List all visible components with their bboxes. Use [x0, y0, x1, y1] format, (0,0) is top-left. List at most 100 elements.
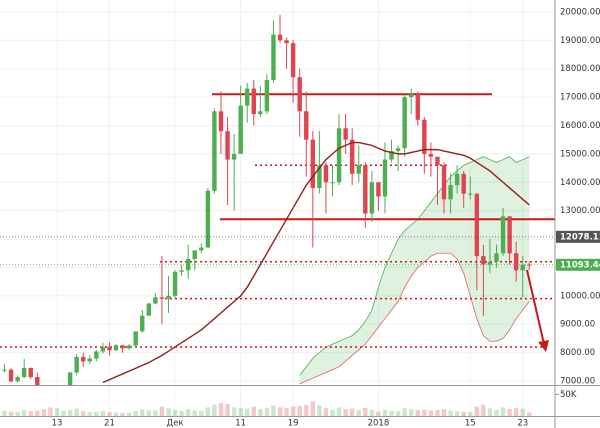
volume-bar: [297, 405, 302, 416]
candle-body: [28, 367, 33, 378]
volume-bar: [81, 411, 86, 416]
candle-body: [448, 185, 453, 200]
volume-bar: [48, 407, 53, 416]
marker-price-label: 12078.11: [560, 232, 600, 242]
candle-body: [310, 139, 316, 188]
x-tick-label: Дек: [167, 419, 184, 428]
volume-bar: [474, 406, 480, 416]
x-tick-label: 11: [235, 419, 246, 428]
volume-pane: [2, 393, 559, 416]
candle-body: [290, 43, 296, 78]
volume-bar: [500, 407, 506, 416]
volume-bar: [153, 410, 158, 416]
volume-bar: [2, 410, 7, 416]
volume-bar: [271, 405, 276, 416]
volume-bar: [159, 406, 165, 416]
cloud-area: [299, 156, 530, 384]
volume-bar: [461, 411, 466, 416]
volume-bar: [133, 410, 138, 416]
volume-bar: [428, 410, 434, 416]
candle-body: [363, 165, 368, 214]
y-tick-label: 8000.00: [560, 348, 595, 358]
volume-bar: [527, 412, 532, 416]
candle-body: [15, 377, 20, 382]
volume-bar: [140, 409, 145, 416]
candle-body: [343, 128, 348, 140]
candle-body: [349, 139, 355, 174]
volume-bar: [35, 410, 40, 416]
candle-body: [245, 88, 250, 106]
volume-bar: [231, 407, 237, 416]
candle-body: [507, 216, 512, 254]
candle-body: [409, 94, 414, 98]
candle-body: [231, 153, 237, 160]
last-price-box: [556, 258, 600, 271]
arrow: [526, 269, 549, 352]
candle-body: [428, 153, 434, 157]
volume-bar: [284, 408, 289, 416]
volume-bar: [185, 409, 191, 416]
volume-bar: [107, 412, 112, 416]
cloud-lower: [299, 252, 530, 385]
volume-bar: [100, 410, 106, 416]
volume-bar: [61, 410, 66, 416]
x-tick-label: 23: [517, 419, 528, 428]
volume-bar: [409, 409, 414, 416]
volume-bar: [205, 407, 211, 416]
volume-bar: [290, 406, 296, 416]
candle-body: [520, 264, 525, 271]
candle-body: [166, 295, 171, 299]
candle-body: [87, 358, 92, 362]
candle-body: [8, 369, 14, 382]
candle-body: [435, 156, 440, 166]
volume-bar: [120, 412, 125, 416]
candle-body: [159, 297, 165, 299]
candle-body: [441, 165, 447, 200]
candle-body: [192, 250, 197, 259]
candle-body: [317, 165, 322, 188]
x-tick-label: 2018: [368, 419, 390, 428]
candle-body: [336, 128, 342, 183]
candle-body: [382, 159, 388, 197]
candle-body: [113, 345, 119, 351]
candle-body: [81, 356, 86, 362]
candle-body: [323, 165, 329, 183]
candle-body: [395, 148, 401, 152]
candle-body: [356, 165, 361, 174]
candle-body: [297, 77, 302, 112]
candle-body: [513, 253, 519, 271]
candle-body: [376, 182, 381, 197]
candle-body: [94, 351, 99, 359]
candle-body: [21, 367, 27, 378]
volume-bar: [258, 409, 263, 416]
candle-body: [35, 377, 40, 385]
volume-bar: [343, 409, 348, 416]
candle-body: [67, 372, 73, 385]
candle-body: [461, 173, 466, 194]
candle-body: [271, 34, 276, 81]
y-tick-label: 10000.00: [560, 291, 600, 301]
volume-bar: [172, 409, 178, 416]
y-tick-label: 15000.00: [560, 149, 600, 159]
volume-bar: [310, 401, 316, 416]
candle-body: [277, 34, 283, 41]
y-tick-label: 17000.00: [560, 93, 600, 103]
y-tick-label: 20000.00: [560, 7, 600, 17]
volume-bar: [336, 407, 342, 416]
y-tick-label: 16000.00: [560, 121, 600, 131]
y-tick-label: 13000.00: [560, 206, 600, 216]
candle-body: [120, 345, 125, 349]
volume-bar: [356, 409, 361, 416]
y-tick-label: 19000.00: [560, 36, 600, 46]
candle-body: [500, 216, 506, 254]
volume-bar: [146, 409, 152, 416]
candle-body: [389, 151, 394, 160]
volume-bar: [179, 410, 184, 416]
grid: [0, 0, 555, 416]
volume-bar: [415, 409, 420, 416]
x-tick-label: 13: [52, 419, 63, 428]
candle-body: [225, 131, 230, 160]
volume-bar: [317, 405, 322, 416]
candle-body: [185, 258, 191, 271]
